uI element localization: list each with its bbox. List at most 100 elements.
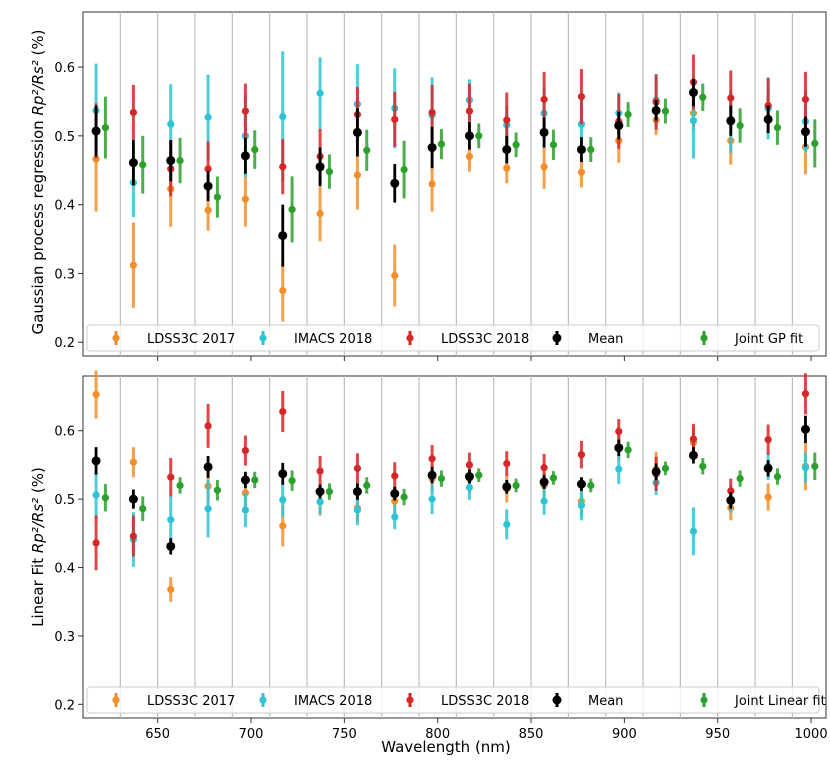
legend-label: IMACS 2018 — [294, 332, 372, 347]
data-point — [316, 89, 324, 97]
data-point — [391, 497, 399, 505]
data-point — [101, 123, 110, 132]
series-ldss3c-2017 — [92, 370, 810, 602]
legend-entry: LDSS3C 2017 — [112, 331, 235, 347]
data-point — [279, 287, 287, 295]
data-point — [428, 495, 436, 503]
data-point — [577, 93, 586, 101]
y-tick-label: 0.3 — [54, 267, 75, 282]
legend-marker — [406, 696, 414, 704]
data-point — [400, 165, 408, 174]
data-point — [204, 206, 212, 214]
data-point — [661, 464, 670, 472]
legend-box — [86, 686, 820, 714]
data-point — [811, 139, 819, 148]
series-imacs-2018 — [92, 51, 810, 218]
legend-label: Mean — [588, 694, 623, 709]
legend-label: Mean — [588, 332, 623, 347]
data-point — [279, 496, 287, 504]
legend-label: LDSS3C 2017 — [147, 694, 235, 709]
x-tick-label: 650 — [145, 727, 170, 742]
data-point — [811, 462, 819, 470]
data-point — [465, 107, 474, 115]
legend-marker — [112, 334, 120, 342]
data-point — [549, 474, 558, 482]
data-point — [288, 205, 296, 214]
x-tick-label: 950 — [705, 727, 730, 742]
data-point — [801, 464, 810, 472]
y-tick-label: 0.6 — [54, 425, 75, 440]
data-point — [92, 539, 100, 547]
data-point — [240, 475, 250, 485]
data-point — [512, 481, 520, 490]
data-point — [764, 493, 772, 501]
data-point — [129, 261, 138, 269]
data-point — [251, 146, 259, 154]
data-point — [353, 464, 362, 472]
data-point — [540, 464, 548, 472]
data-point — [316, 498, 324, 506]
legend-label: LDSS3C 2018 — [441, 332, 529, 347]
data-point — [503, 520, 511, 529]
data-point — [204, 422, 212, 430]
legend-entry: LDSS3C 2018 — [406, 331, 529, 347]
data-point — [549, 141, 558, 149]
y-tick-label: 0.2 — [54, 698, 75, 713]
data-point — [391, 513, 399, 521]
data-point — [688, 87, 698, 97]
legend-label: LDSS3C 2018 — [441, 694, 529, 709]
x-tick-label: 800 — [425, 727, 450, 742]
data-point — [428, 455, 436, 463]
data-point — [204, 165, 212, 173]
data-point — [726, 495, 736, 505]
data-point — [363, 481, 371, 490]
data-point — [203, 462, 213, 472]
data-point — [726, 116, 736, 126]
legend-box — [86, 324, 820, 352]
legend-marker — [259, 334, 267, 342]
data-point — [615, 427, 623, 436]
data-point — [614, 121, 624, 131]
data-point — [129, 532, 138, 540]
data-point — [763, 114, 773, 124]
data-point — [128, 158, 138, 168]
data-point — [203, 181, 213, 191]
data-point — [764, 436, 772, 444]
data-point — [727, 94, 735, 102]
data-point — [736, 475, 744, 483]
legend-label: LDSS3C 2017 — [147, 332, 235, 347]
series-ldss3c-2018 — [92, 54, 810, 197]
data-point — [139, 505, 147, 513]
data-point — [139, 161, 147, 169]
legend-entry: Mean — [552, 693, 623, 709]
data-point — [391, 472, 399, 480]
data-point — [576, 145, 586, 155]
data-point — [540, 163, 548, 171]
legend-label: Joint Linear fit — [734, 694, 826, 709]
legend-marker — [552, 695, 562, 705]
y-tick-label: 0.5 — [54, 493, 75, 508]
data-point — [213, 193, 222, 201]
y-tick-label: 0.2 — [54, 336, 75, 351]
legend-entry: IMACS 2018 — [259, 693, 372, 709]
data-point — [325, 487, 334, 496]
data-point — [502, 482, 512, 492]
legend-entry: Mean — [552, 331, 623, 347]
data-point — [167, 516, 175, 524]
data-point — [689, 527, 698, 535]
linear-panel: 0.2 0.3 0.4 0.5 0.6 650 700 750 800 850 900 950 1000… — [29, 370, 828, 742]
legend-label: IMACS 2018 — [294, 694, 372, 709]
data-point — [241, 195, 250, 203]
legend-entry: LDSS3C 2018 — [406, 693, 529, 709]
data-point — [92, 390, 100, 399]
x-tick-label: 850 — [519, 727, 544, 742]
data-point — [176, 481, 184, 490]
data-point — [577, 451, 586, 459]
data-point — [129, 108, 138, 117]
data-point — [465, 152, 474, 161]
plot-frame — [82, 11, 827, 357]
data-point — [464, 472, 474, 482]
data-point — [587, 146, 595, 154]
plot-frame — [82, 375, 827, 719]
legend-entry: IMACS 2018 — [259, 331, 372, 347]
